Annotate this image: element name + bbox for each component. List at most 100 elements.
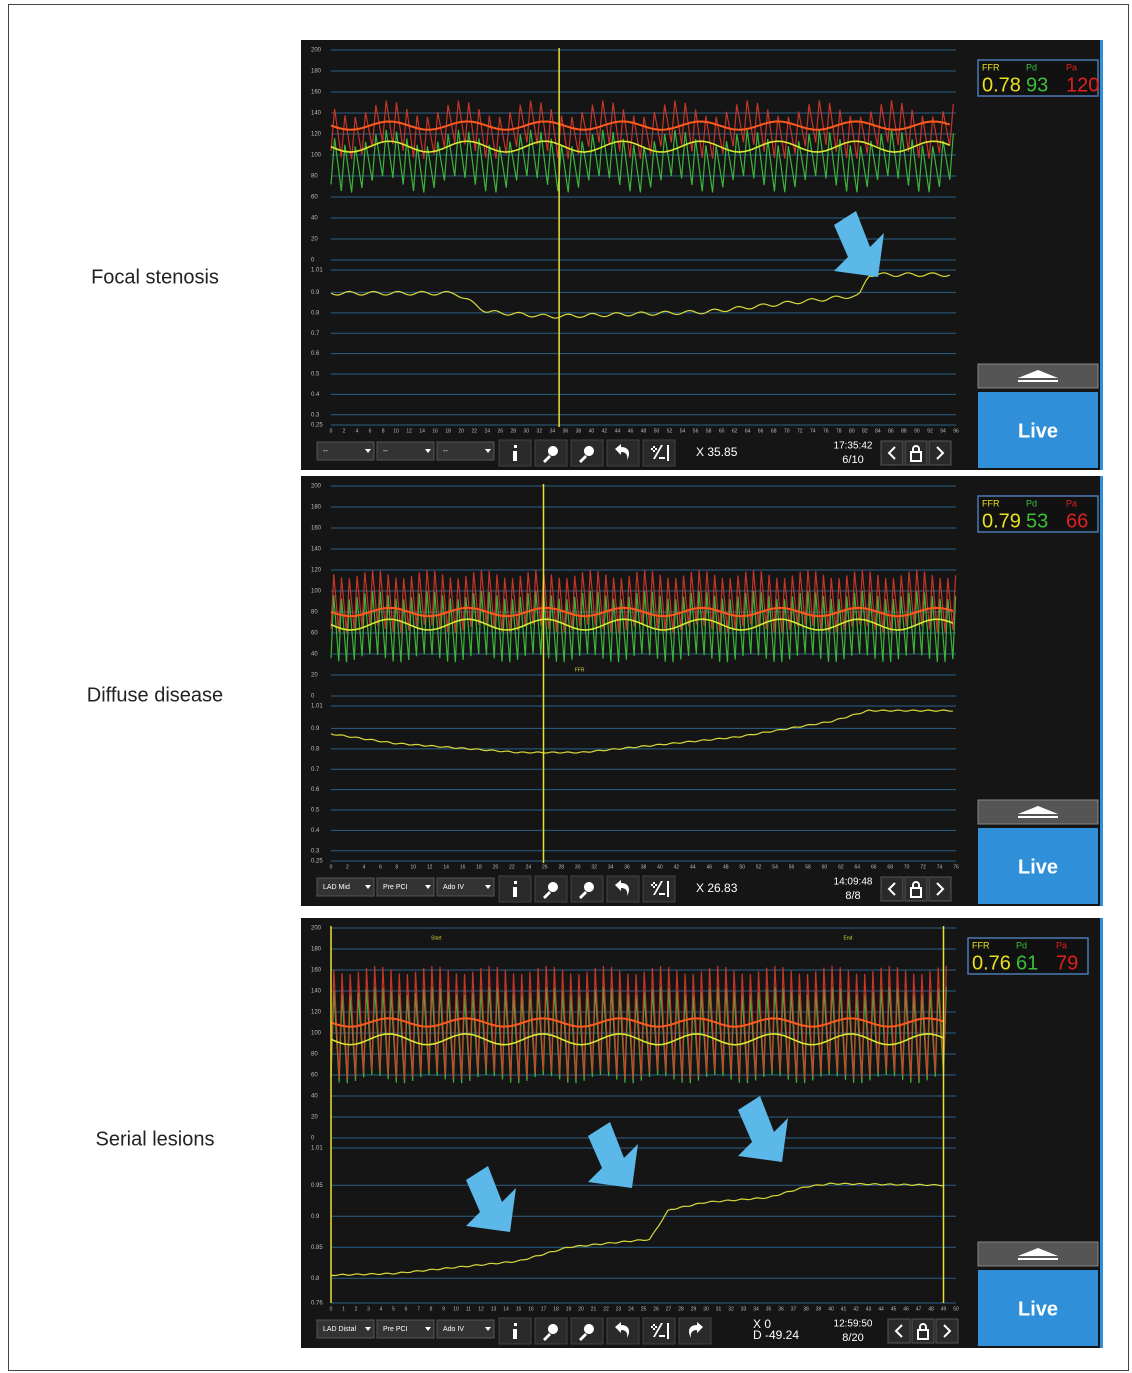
screenshot-panel: 0204060801001201401601802000.250.30.40.5… xyxy=(301,40,1103,470)
annotation: FFR xyxy=(575,667,585,673)
x-tick-label: 20 xyxy=(458,428,464,434)
x-tick-label: 40 xyxy=(589,428,595,434)
readout-value: 0.78 xyxy=(982,74,1021,96)
cursor-readout: X 26.83 xyxy=(696,881,738,895)
x-tick-label: 60 xyxy=(822,864,828,870)
screen-edge xyxy=(1100,40,1103,470)
x-tick-label: 76 xyxy=(823,428,829,434)
nav-button[interactable] xyxy=(929,877,951,901)
y-tick-label: 40 xyxy=(311,652,318,658)
x-tick-label: 52 xyxy=(667,428,673,434)
nav-button[interactable] xyxy=(881,441,903,465)
x-tick-label: 31 xyxy=(716,1306,722,1312)
x-tick-label: 24 xyxy=(628,1306,634,1312)
y-tick-label: 0.6 xyxy=(311,351,320,357)
readout-label: Pa xyxy=(1056,940,1067,950)
tool-button[interactable] xyxy=(679,1318,711,1344)
x-tick-label: 17 xyxy=(541,1306,547,1312)
x-tick-label: 46 xyxy=(707,864,713,870)
x-tick-label: 28 xyxy=(678,1306,684,1312)
live-button-label: Live xyxy=(1018,1298,1058,1320)
x-tick-label: 12 xyxy=(478,1306,484,1312)
x-tick-label: 44 xyxy=(615,428,621,434)
nav-button[interactable] xyxy=(929,441,951,465)
x-tick-label: 22 xyxy=(509,864,515,870)
x-tick-label: 84 xyxy=(875,428,881,434)
x-tick-label: 56 xyxy=(789,864,795,870)
x-tick-label: 16 xyxy=(460,864,466,870)
y-tick-label: 1.01 xyxy=(311,1146,323,1152)
readout-label: Pd xyxy=(1016,940,1027,950)
y-tick-label: 200 xyxy=(311,484,322,490)
x-tick-label: 50 xyxy=(739,864,745,870)
readout-value: 93 xyxy=(1026,74,1048,96)
y-tick-label: 180 xyxy=(311,69,322,75)
x-tick-label: 28 xyxy=(558,864,564,870)
y-tick-label: 100 xyxy=(311,1031,322,1037)
readout-label: Pd xyxy=(1026,498,1037,508)
x-tick-label: 34 xyxy=(550,428,556,434)
x-tick-label: 36 xyxy=(563,428,569,434)
x-tick-label: 10 xyxy=(453,1306,459,1312)
x-tick-label: 32 xyxy=(537,428,543,434)
x-tick-label: 27 xyxy=(666,1306,672,1312)
y-tick-label: 0.8 xyxy=(311,1276,320,1282)
y-tick-label: 140 xyxy=(311,989,322,995)
x-tick-label: 13 xyxy=(491,1306,497,1312)
x-tick-label: 54 xyxy=(680,428,686,434)
nav-button[interactable] xyxy=(881,877,903,901)
x-tick-label: 32 xyxy=(591,864,597,870)
dropdown-label: Ado IV xyxy=(443,884,464,891)
screenshot-panel: 0204060801001201401601802000.760.80.850.… xyxy=(301,918,1103,1348)
nav-button[interactable] xyxy=(936,1319,958,1343)
x-tick-label: 35 xyxy=(766,1306,772,1312)
y-tick-label: 1.01 xyxy=(311,268,323,274)
x-tick-label: 74 xyxy=(937,864,943,870)
x-tick-label: 62 xyxy=(838,864,844,870)
x-tick-label: 64 xyxy=(855,864,861,870)
y-tick-label: 40 xyxy=(311,216,318,222)
x-tick-label: 50 xyxy=(953,1306,959,1312)
x-tick-label: 96 xyxy=(953,428,959,434)
nav-button[interactable] xyxy=(888,1319,910,1343)
x-tick-label: 40 xyxy=(657,864,663,870)
x-tick-label: 18 xyxy=(553,1306,559,1312)
x-tick-label: 48 xyxy=(723,864,729,870)
x-tick-label: 92 xyxy=(927,428,933,434)
x-tick-label: 6 xyxy=(379,864,382,870)
x-tick-label: 43 xyxy=(866,1306,872,1312)
x-tick-label: 16 xyxy=(432,428,438,434)
x-tick-label: 72 xyxy=(920,864,926,870)
x-tick-label: 3 xyxy=(367,1306,370,1312)
y-tick-label: 60 xyxy=(311,631,318,637)
tool-button[interactable] xyxy=(643,876,675,902)
page-indicator: 8/8 xyxy=(845,890,860,902)
y-tick-label: 100 xyxy=(311,153,322,159)
tool-button[interactable] xyxy=(607,440,639,466)
x-tick-label: 2 xyxy=(343,428,346,434)
x-tick-label: 16 xyxy=(528,1306,534,1312)
x-tick-label: 76 xyxy=(953,864,959,870)
x-tick-label: 41 xyxy=(841,1306,847,1312)
x-tick-label: 49 xyxy=(941,1306,947,1312)
x-tick-label: 37 xyxy=(791,1306,797,1312)
tool-button[interactable] xyxy=(607,1318,639,1344)
x-tick-label: 40 xyxy=(828,1306,834,1312)
y-tick-label: 20 xyxy=(311,237,318,243)
tool-button[interactable] xyxy=(643,1318,675,1344)
x-tick-label: 42 xyxy=(602,428,608,434)
x-tick-label: 19 xyxy=(566,1306,572,1312)
screen-edge xyxy=(1100,476,1103,906)
y-tick-label: 0.76 xyxy=(311,1301,323,1307)
x-tick-label: 44 xyxy=(878,1306,884,1312)
x-tick-label: 4 xyxy=(363,864,366,870)
y-tick-label: 60 xyxy=(311,1073,318,1079)
x-tick-label: 44 xyxy=(690,864,696,870)
x-tick-label: 7 xyxy=(417,1306,420,1312)
readout-value: 61 xyxy=(1016,952,1038,974)
readout-label: Pa xyxy=(1066,62,1077,72)
y-tick-label: 200 xyxy=(311,926,322,932)
tool-button[interactable] xyxy=(607,876,639,902)
tool-button[interactable] xyxy=(643,440,675,466)
y-tick-label: 20 xyxy=(311,1115,318,1121)
